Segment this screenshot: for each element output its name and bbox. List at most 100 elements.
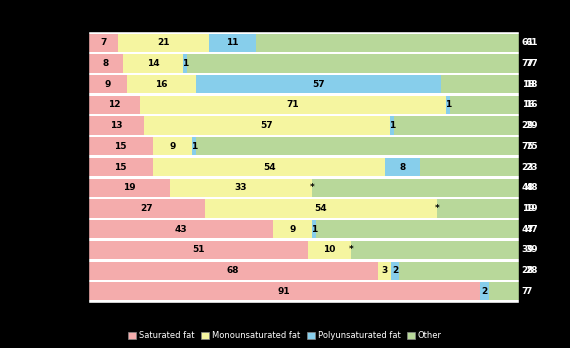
Bar: [88, 179, 170, 197]
Bar: [400, 262, 519, 280]
Text: 18: 18: [522, 80, 534, 89]
Text: 75: 75: [522, 142, 534, 151]
Text: 29: 29: [522, 121, 534, 130]
Bar: [140, 96, 446, 114]
Text: 48: 48: [525, 183, 538, 192]
Bar: [390, 117, 394, 135]
Text: 47: 47: [522, 225, 534, 234]
Text: 61: 61: [522, 38, 534, 47]
Text: 48: 48: [522, 183, 534, 192]
Bar: [196, 75, 441, 93]
Bar: [153, 158, 385, 176]
Bar: [441, 75, 519, 93]
Text: 15: 15: [115, 163, 127, 172]
Text: 21: 21: [157, 38, 170, 47]
Bar: [446, 96, 450, 114]
Text: 33: 33: [235, 183, 247, 192]
Bar: [308, 241, 351, 259]
Bar: [127, 75, 196, 93]
Text: 43: 43: [174, 225, 187, 234]
Bar: [88, 262, 378, 280]
Bar: [312, 179, 519, 197]
Bar: [88, 75, 127, 93]
Text: 16: 16: [522, 100, 534, 109]
Text: 8: 8: [103, 59, 109, 68]
Text: 23: 23: [522, 163, 534, 172]
Bar: [183, 54, 188, 72]
Text: 9: 9: [169, 142, 176, 151]
Text: 1: 1: [445, 100, 451, 109]
Text: 39: 39: [525, 245, 538, 254]
Text: 16: 16: [525, 100, 538, 109]
Text: 57: 57: [260, 121, 273, 130]
Bar: [123, 54, 183, 72]
Bar: [312, 220, 316, 238]
Bar: [450, 96, 519, 114]
Text: *: *: [348, 245, 353, 254]
Bar: [88, 137, 153, 156]
Text: 10: 10: [323, 245, 336, 254]
Text: 77: 77: [522, 59, 534, 68]
Bar: [394, 117, 519, 135]
Text: 15: 15: [115, 142, 127, 151]
Text: 28: 28: [522, 266, 534, 275]
Text: 27: 27: [140, 204, 153, 213]
Bar: [437, 199, 519, 218]
Bar: [256, 34, 519, 52]
Text: 7: 7: [100, 38, 107, 47]
Bar: [351, 241, 519, 259]
Text: 1: 1: [389, 121, 395, 130]
Bar: [88, 34, 119, 52]
Bar: [209, 34, 256, 52]
Bar: [153, 137, 192, 156]
Text: 39: 39: [522, 245, 534, 254]
Bar: [88, 199, 205, 218]
Text: 12: 12: [108, 100, 120, 109]
Bar: [316, 220, 519, 238]
Text: 7: 7: [522, 287, 528, 296]
Text: 14: 14: [146, 59, 159, 68]
Bar: [488, 282, 519, 300]
Text: 1: 1: [311, 225, 317, 234]
Text: 9: 9: [104, 80, 111, 89]
Text: 19: 19: [525, 204, 538, 213]
Text: 16: 16: [155, 80, 168, 89]
Text: *: *: [434, 204, 439, 213]
Text: 29: 29: [525, 121, 538, 130]
Bar: [88, 96, 140, 114]
Text: 1: 1: [182, 59, 188, 68]
Text: 61: 61: [525, 38, 538, 47]
Text: 57: 57: [312, 80, 325, 89]
Bar: [88, 158, 153, 176]
Bar: [88, 241, 308, 259]
Bar: [205, 199, 437, 218]
Bar: [88, 220, 274, 238]
Bar: [480, 282, 488, 300]
Bar: [420, 158, 519, 176]
Bar: [391, 262, 400, 280]
Bar: [385, 158, 420, 176]
Bar: [196, 137, 519, 156]
Text: 91: 91: [278, 287, 291, 296]
Bar: [274, 220, 312, 238]
Text: 77: 77: [525, 59, 538, 68]
Legend: Saturated fat, Monounsaturated fat, Polyunsaturated fat, Other: Saturated fat, Monounsaturated fat, Poly…: [125, 328, 445, 344]
Text: 54: 54: [263, 163, 275, 172]
Bar: [170, 179, 312, 197]
Bar: [88, 282, 480, 300]
Text: 47: 47: [525, 225, 538, 234]
Bar: [88, 117, 144, 135]
Text: 2: 2: [481, 287, 487, 296]
Text: 19: 19: [522, 204, 534, 213]
Bar: [144, 117, 390, 135]
Bar: [192, 137, 196, 156]
Text: 3: 3: [381, 266, 388, 275]
Text: 18: 18: [525, 80, 538, 89]
Text: 28: 28: [525, 266, 538, 275]
Text: 23: 23: [525, 163, 538, 172]
Text: 7: 7: [525, 287, 532, 296]
Text: 51: 51: [192, 245, 204, 254]
Bar: [188, 54, 519, 72]
Text: 1: 1: [190, 142, 197, 151]
Text: 13: 13: [110, 121, 123, 130]
